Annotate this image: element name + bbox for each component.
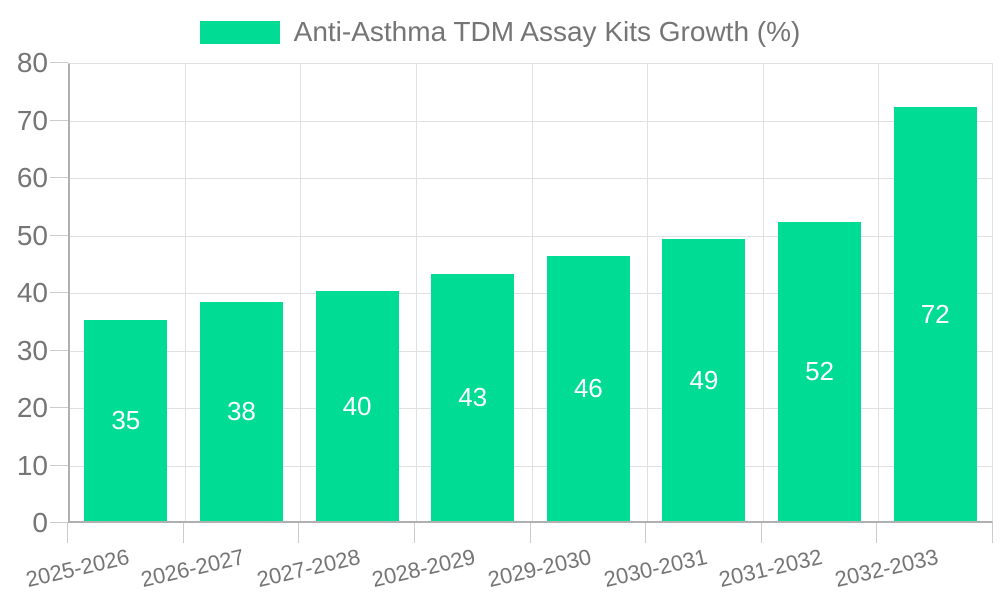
y-axis-label: 0 [32,507,48,538]
bar-value-label: 35 [111,405,141,435]
y-axis-tick [50,234,68,236]
gridline-horizontal [70,408,992,409]
gridline-horizontal [70,350,992,352]
x-axis-label: 2028-2029 [369,544,479,593]
legend-swatch[interactable] [199,20,280,44]
x-axis-tick [529,523,531,543]
bar-value-label: 46 [573,373,603,403]
bar[interactable]: 38 [199,302,283,521]
y-axis-label: 70 [16,104,48,136]
y-axis-label: 80 [16,47,48,78]
bar[interactable]: 46 [546,256,630,521]
bar[interactable]: 43 [431,274,515,521]
bar-value-label: 38 [226,396,256,426]
x-axis-label: 2032-2033 [832,544,941,593]
bar-value-label: 49 [689,364,719,395]
x-axis-tick [876,523,878,543]
y-axis-tick [50,349,68,351]
y-axis-label: 20 [16,392,48,423]
gridline-vertical [647,64,649,521]
gridline-horizontal [70,178,992,179]
gridline-vertical [184,64,186,521]
legend-label[interactable]: Anti-Asthma TDM Assay Kits Growth (%) [293,16,801,47]
x-axis-tick [992,523,993,543]
x-axis-label: 2025-2026 [23,544,132,593]
legend[interactable]: Anti-Asthma TDM Assay Kits Growth (%) [0,16,1000,48]
bar-value-label: 52 [805,356,835,386]
x-axis-tick [298,523,300,543]
x-axis-label: 2031-2032 [716,544,825,593]
gridline-vertical [531,64,533,521]
gridline-vertical [415,64,417,521]
bar-value-label: 43 [458,382,488,412]
gridline-horizontal [70,235,992,237]
x-axis-tick [645,523,647,543]
bar-value-label: 72 [920,298,950,329]
x-axis-label: 2030-2031 [601,544,710,593]
plot-area: 35 38 40 43 46 49 52 72 [68,63,993,523]
x-axis-tick [182,523,184,543]
y-axis-tick [50,464,68,466]
y-axis-tick [50,177,68,178]
gridline-vertical [878,64,880,521]
y-axis-label: 60 [16,162,48,193]
x-axis-tick [760,523,762,543]
gridline-vertical [762,64,764,521]
gridline-horizontal [70,465,992,467]
x-axis-label: 2027-2028 [254,544,363,593]
bar[interactable]: 49 [662,239,746,521]
y-axis-tick [50,522,68,523]
y-axis-tick [50,292,68,293]
bar[interactable]: 40 [315,291,399,521]
y-axis-label: 50 [16,219,48,251]
x-axis-label: 2026-2027 [138,544,247,593]
y-axis-label: 40 [16,277,48,308]
y-axis-tick [50,119,68,121]
y-axis-label: 10 [16,449,48,481]
gridline-horizontal [70,293,992,294]
bar[interactable]: 35 [84,320,168,521]
x-axis-tick [67,523,68,543]
x-axis-label: 2029-2030 [485,544,594,593]
bar-value-label: 40 [342,390,372,421]
gridline-vertical [300,64,302,521]
y-axis-tick [50,407,68,408]
gridline-horizontal [70,120,992,122]
bar[interactable]: 72 [893,107,977,521]
y-axis-label: 30 [16,334,48,366]
y-axis-tick [50,62,68,63]
bar[interactable]: 52 [778,222,862,521]
x-axis-tick [413,523,415,543]
